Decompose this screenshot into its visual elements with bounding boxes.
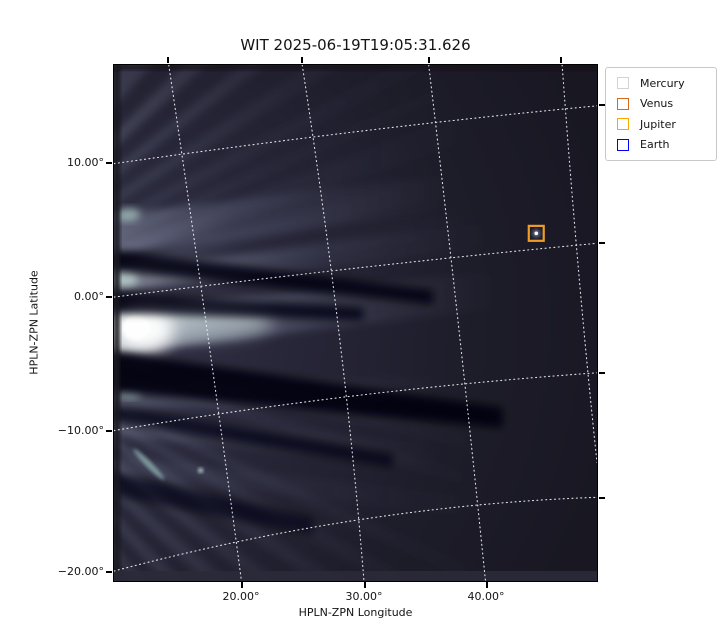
tick — [241, 582, 243, 588]
grid-lat-0 — [114, 242, 597, 298]
tick — [599, 104, 605, 106]
tick — [106, 571, 112, 573]
tick — [599, 242, 605, 244]
venus-marker-icon — [617, 97, 629, 110]
tick — [167, 57, 169, 63]
legend-item-venus: Venus — [610, 94, 712, 115]
faint-star — [198, 467, 204, 473]
grid-lon-50 — [561, 65, 597, 464]
grid-lat-minus20 — [114, 496, 597, 572]
jupiter-marker-icon — [617, 118, 629, 131]
plot-area — [113, 64, 598, 582]
grid-lon-20 — [168, 65, 243, 581]
grid-lat-10 — [114, 105, 597, 165]
legend-label: Jupiter — [640, 117, 676, 131]
y-tick-label: 0.00° — [74, 290, 104, 303]
legend-label: Mercury — [640, 76, 685, 90]
x-tick-label: 20.00° — [222, 590, 260, 603]
tick — [599, 372, 605, 374]
legend-item-mercury: Mercury — [610, 73, 712, 94]
tick — [599, 497, 605, 499]
planet-jupiter — [527, 224, 545, 242]
y-tick-label: −10.00° — [57, 424, 104, 437]
tick — [486, 582, 488, 588]
tick — [106, 162, 112, 164]
tick — [106, 430, 112, 432]
tick — [428, 57, 430, 63]
legend-label: Earth — [640, 138, 670, 152]
image-edge-artifacts — [114, 65, 597, 581]
tick — [106, 296, 112, 298]
y-tick-label: 10.00° — [67, 156, 104, 169]
jupiter-marker-box — [527, 224, 545, 242]
grid-lat-minus10 — [114, 372, 597, 432]
legend-item-jupiter: Jupiter — [610, 114, 712, 135]
heliospheric-image — [114, 65, 597, 581]
x-tick-label: 40.00° — [467, 590, 505, 603]
planet-point — [534, 231, 539, 236]
dark-lanes — [114, 250, 503, 536]
earth-marker-icon — [617, 138, 629, 151]
y-axis-label: HPLN-ZPN Latitude — [27, 270, 41, 375]
tick — [301, 57, 303, 63]
figure-title: WIT 2025-06-19T19:05:31.626 — [240, 36, 471, 54]
legend: Mercury Venus Jupiter Earth — [605, 67, 717, 161]
x-axis-label: HPLN-ZPN Longitude — [298, 606, 413, 619]
legend-label: Venus — [640, 97, 674, 111]
y-tick-label: −20.00° — [57, 565, 104, 578]
mercury-marker-icon — [617, 77, 629, 90]
tick — [364, 582, 366, 588]
legend-item-earth: Earth — [610, 135, 712, 156]
coordinate-grid — [114, 65, 597, 581]
tick — [560, 57, 562, 63]
x-tick-label: 30.00° — [345, 590, 383, 603]
